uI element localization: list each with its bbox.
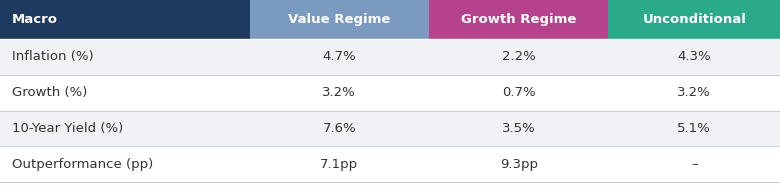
Text: 4.3%: 4.3% — [677, 50, 711, 63]
FancyBboxPatch shape — [429, 0, 608, 39]
Text: 10-Year Yield (%): 10-Year Yield (%) — [12, 122, 123, 135]
Text: 5.1%: 5.1% — [677, 122, 711, 135]
Text: Macro: Macro — [12, 13, 58, 26]
Text: Growth (%): Growth (%) — [12, 86, 87, 99]
FancyBboxPatch shape — [0, 111, 780, 146]
Text: 7.1pp: 7.1pp — [321, 158, 358, 171]
Text: 7.6%: 7.6% — [322, 122, 356, 135]
Text: –: – — [691, 158, 697, 171]
Text: Unconditional: Unconditional — [642, 13, 746, 26]
Text: 3.2%: 3.2% — [677, 86, 711, 99]
FancyBboxPatch shape — [0, 75, 780, 111]
Text: 9.3pp: 9.3pp — [500, 158, 537, 171]
FancyBboxPatch shape — [0, 39, 780, 75]
Text: Inflation (%): Inflation (%) — [12, 50, 94, 63]
Text: 3.2%: 3.2% — [322, 86, 356, 99]
Text: 3.5%: 3.5% — [502, 122, 536, 135]
Text: Growth Regime: Growth Regime — [461, 13, 576, 26]
Text: Outperformance (pp): Outperformance (pp) — [12, 158, 153, 171]
FancyBboxPatch shape — [608, 0, 780, 39]
Text: Value Regime: Value Regime — [288, 13, 391, 26]
FancyBboxPatch shape — [250, 0, 429, 39]
Text: 4.7%: 4.7% — [322, 50, 356, 63]
Text: 2.2%: 2.2% — [502, 50, 536, 63]
FancyBboxPatch shape — [0, 0, 250, 39]
FancyBboxPatch shape — [0, 146, 780, 182]
Text: 0.7%: 0.7% — [502, 86, 536, 99]
